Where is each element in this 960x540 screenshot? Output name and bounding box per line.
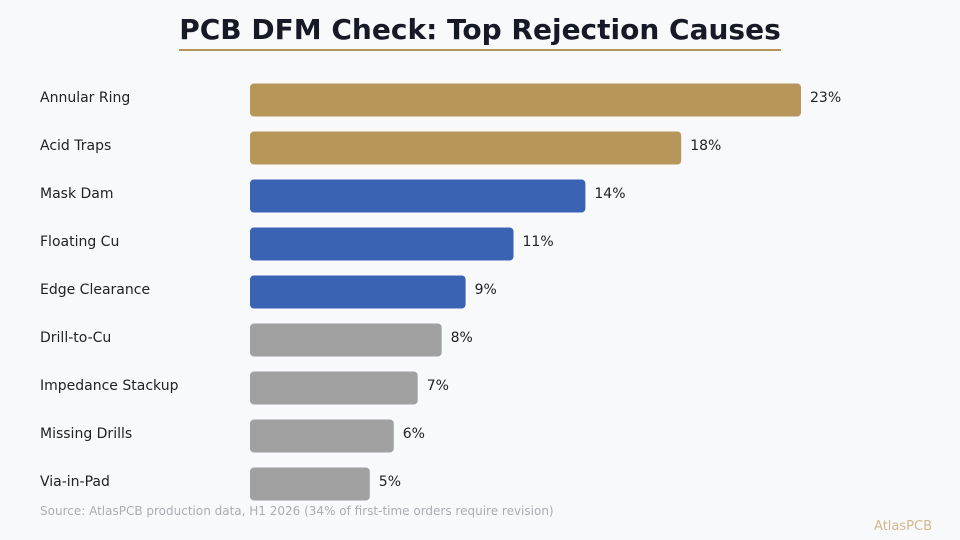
chart-title-text: PCB DFM Check: Top Rejection Causes [179,12,781,51]
category-label: Via-in-Pad [40,474,110,490]
category-label: Missing Drills [40,426,132,442]
brand-logo-text: AtlasPCB [874,519,932,534]
value-label: 6% [403,426,425,442]
bar [250,467,370,501]
value-label: 14% [594,186,625,202]
category-label: Mask Dam [40,186,114,202]
bar [250,83,801,117]
category-label: Annular Ring [40,90,130,106]
value-label: 7% [427,378,449,394]
value-label: 9% [475,282,497,298]
category-label: Drill-to-Cu [40,330,111,346]
bar [250,419,394,453]
bar [250,227,514,261]
bar [250,371,418,405]
value-label: 11% [523,234,554,250]
source-note: Source: AtlasPCB production data, H1 202… [40,504,554,518]
bar [250,179,586,213]
chart-title: PCB DFM Check: Top Rejection Causes [0,12,960,51]
category-label: Impedance Stackup [40,378,179,394]
category-label: Acid Traps [40,138,111,154]
bar [250,131,682,165]
bar [250,323,442,357]
bar [250,275,466,309]
value-label: 23% [810,90,841,106]
value-label: 5% [379,474,401,490]
category-label: Floating Cu [40,234,119,250]
value-label: 8% [451,330,473,346]
category-label: Edge Clearance [40,282,150,298]
value-label: 18% [690,138,721,154]
